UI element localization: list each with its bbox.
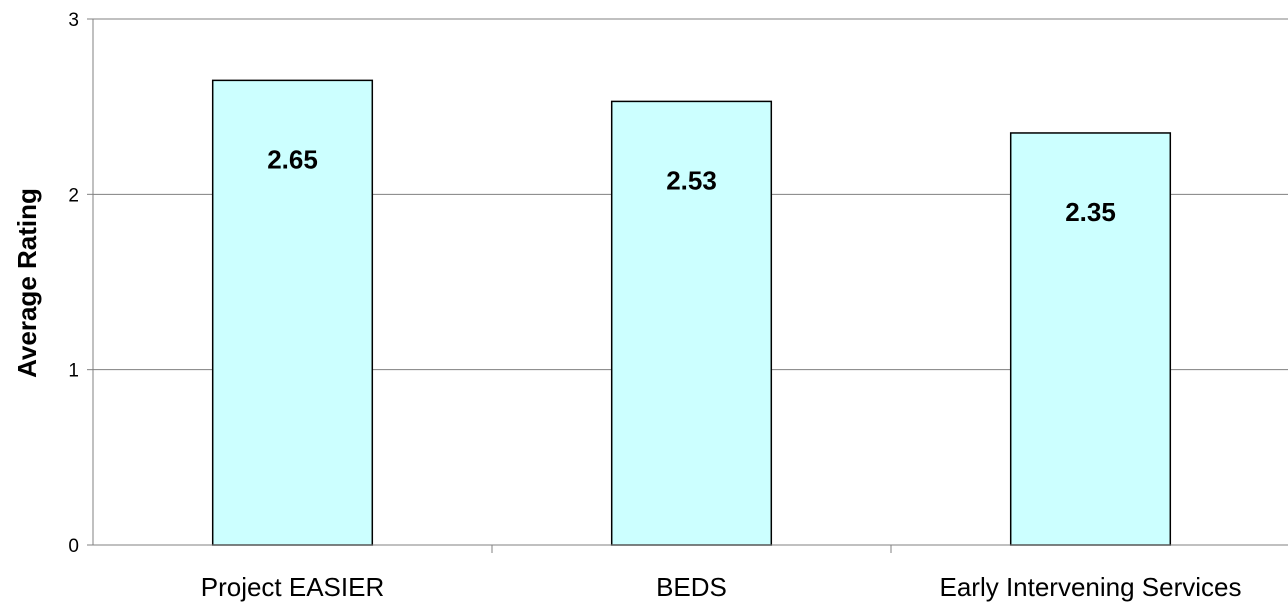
y-tick-label: 2 [68,185,79,206]
bar [211,79,374,546]
y-axis-title: Average Rating [12,188,42,378]
x-category-labels: Project EASIER BEDS Early Intervening Serv… [201,572,1242,602]
data-labels: 2.65 2.53 2.35 [267,144,1116,227]
y-tick-label: 3 [68,10,79,31]
x-category-label: Early Intervening Services [939,572,1241,602]
y-tick-label: 1 [68,361,79,382]
bar [1009,132,1172,546]
bar [610,100,773,546]
data-label: 2.65 [267,144,318,174]
axes [87,18,1288,553]
y-tick-label: 0 [68,536,79,557]
x-category-label: Project EASIER [201,572,385,602]
data-label: 2.53 [666,165,717,195]
bars [211,79,1172,546]
x-category-label: BEDS [656,572,727,602]
data-label: 2.35 [1065,197,1116,227]
y-tick-labels: 0 1 2 3 [68,10,79,557]
